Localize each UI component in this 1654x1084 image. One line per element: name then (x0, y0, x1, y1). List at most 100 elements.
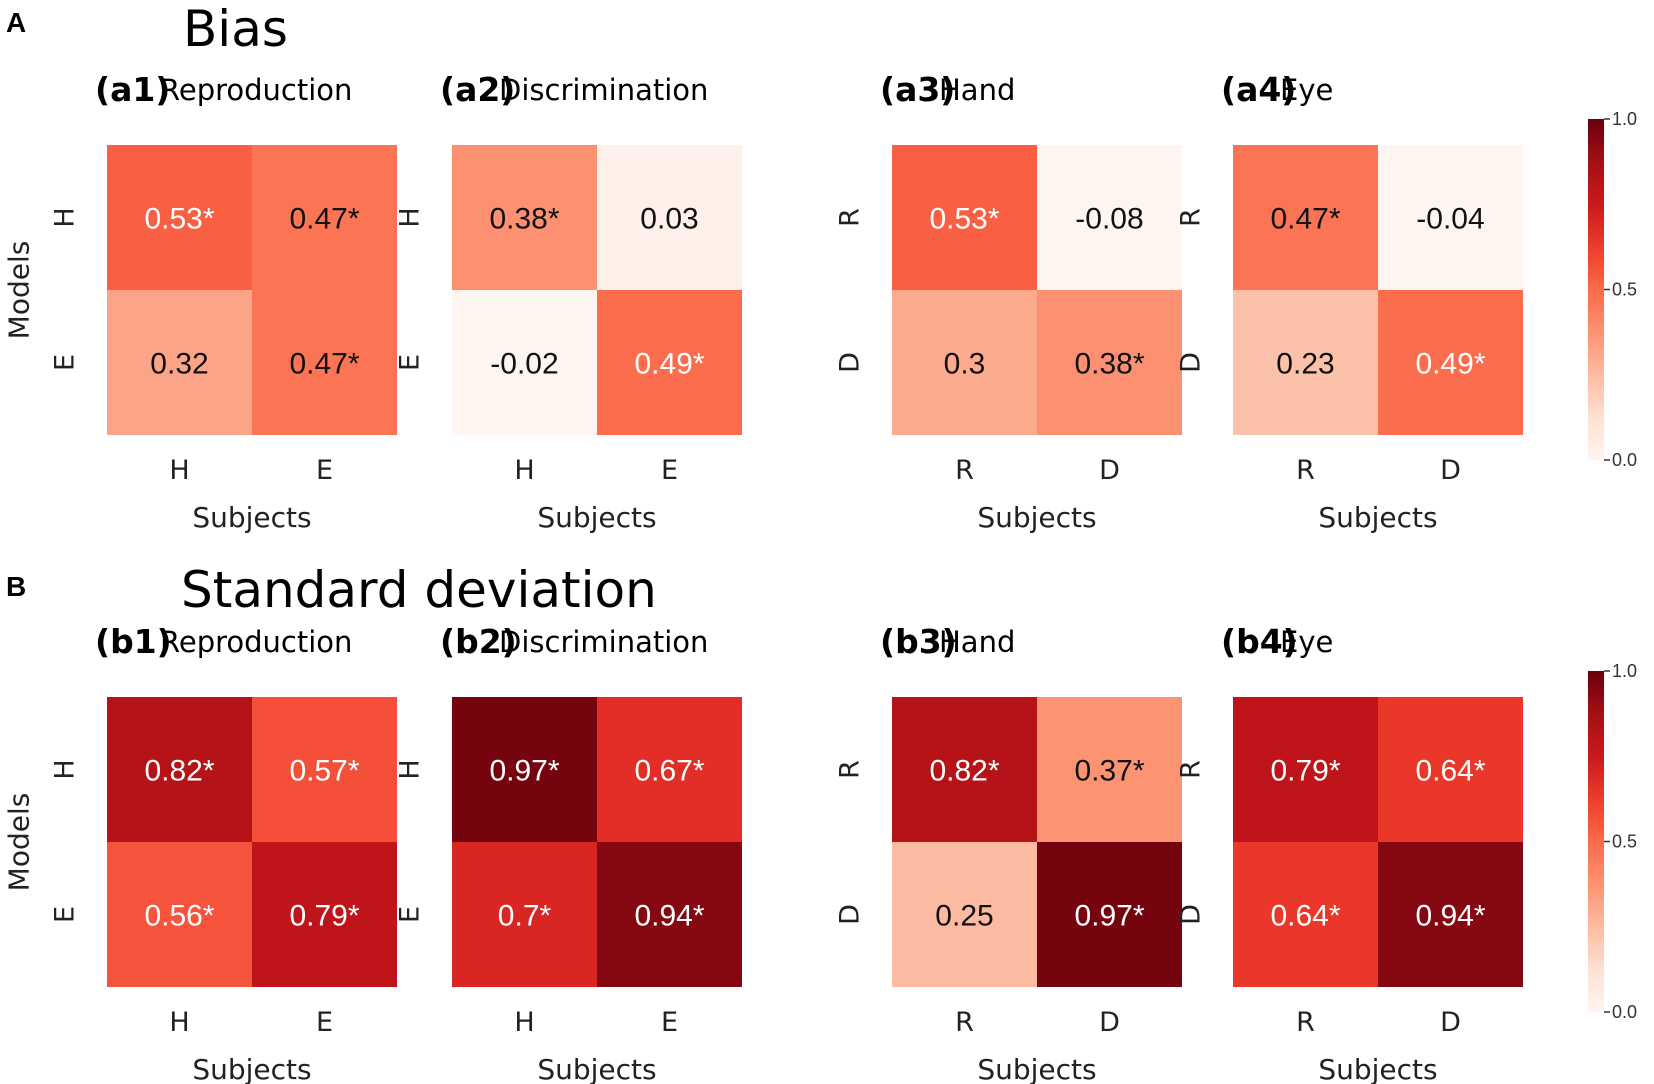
subplot-id-a2: (a2) (440, 70, 515, 109)
heatmap-cell-b4-1-1 (1378, 842, 1523, 987)
cell-label-b3-0-0: 0.82* (929, 755, 999, 788)
y-tick-b2-0: H (395, 759, 426, 779)
x-tick-a2-0: H (514, 455, 534, 486)
heatmap-b1: (b1)Reproduction 0.82* 0.57* 0.56* 0.79* H E H E… (3, 622, 397, 1084)
x-axis-label-b3: Subjects (977, 1053, 1096, 1084)
cell-label-a4-1-0: 0.23 (1276, 348, 1334, 381)
cell-label-b3-0-1: 0.37* (1074, 755, 1144, 788)
subplot-title-a3: Hand (939, 73, 1015, 107)
x-tick-b1-0: H (169, 1007, 189, 1038)
heatmap-cell-b4-0-1 (1378, 697, 1523, 842)
colorbar-tick-a-1: 0.5 (1612, 280, 1637, 300)
heatmap-cell-a1-1-1 (252, 290, 397, 435)
heatmap-cell-a2-0-0 (452, 145, 597, 290)
heatmap-cell-a2-1-0 (452, 290, 597, 435)
heatmap-cell-b1-0-0 (107, 697, 252, 842)
colorbar-gradient-a (1588, 119, 1604, 460)
cell-label-a3-0-0: 0.53* (929, 203, 999, 236)
x-tick-a2-1: E (661, 455, 678, 486)
cell-label-b1-1-0: 0.56* (144, 900, 214, 933)
cell-label-a2-0-1: 0.03 (640, 203, 698, 236)
subplot-title-b1: Reproduction (160, 625, 352, 659)
cell-label-a2-1-1: 0.49* (634, 348, 704, 381)
y-tick-a2-0: H (395, 207, 426, 227)
cell-label-b1-1-1: 0.79* (289, 900, 359, 933)
heatmap-cell-a4-1-0 (1233, 290, 1378, 435)
x-tick-b3-0: R (955, 1007, 974, 1038)
section-b-title: Standard deviation (181, 561, 657, 619)
x-tick-a4-1: D (1440, 455, 1461, 486)
cell-label-b2-0-0: 0.97* (489, 755, 559, 788)
y-tick-a3-1: D (835, 352, 866, 373)
x-axis-label-b2: Subjects (537, 1053, 656, 1084)
colorbars: 1.0 0.5 0.0 1.0 0.5 0.0 (1588, 109, 1637, 1022)
colorbar-a: 1.0 0.5 0.0 (1588, 109, 1637, 470)
section-b-letter: B (6, 571, 26, 602)
x-axis-label-a4: Subjects (1318, 501, 1437, 534)
cell-label-b1-0-1: 0.57* (289, 755, 359, 788)
subplot-id-b1: (b1) (95, 622, 172, 661)
heatmap-cell-a4-1-1 (1378, 290, 1523, 435)
y-tick-a1-1: E (50, 354, 81, 371)
subplot-title-b2: Discrimination (499, 625, 708, 659)
heatmap-cell-b2-1-1 (597, 842, 742, 987)
cell-label-b3-1-0: 0.25 (935, 900, 993, 933)
x-axis-label-a3: Subjects (977, 501, 1096, 534)
y-tick-a3-0: R (835, 208, 866, 227)
heatmap-cell-a3-0-0 (892, 145, 1037, 290)
heatmap-cell-a3-1-1 (1037, 290, 1182, 435)
x-tick-b2-1: E (661, 1007, 678, 1038)
colorbar-tick-b-1: 0.5 (1612, 832, 1637, 852)
subplot-id-a3: (a3) (880, 70, 955, 109)
subplot-id-b3: (b3) (880, 622, 957, 661)
y-tick-b1-1: E (50, 906, 81, 923)
cell-label-a4-0-1: -0.04 (1416, 203, 1484, 236)
colorbar-tick-a-2: 0.0 (1612, 450, 1637, 470)
x-axis-label-b1: Subjects (192, 1053, 311, 1084)
x-tick-b4-1: D (1440, 1007, 1461, 1038)
y-tick-a1-0: H (50, 207, 81, 227)
section-a-title: Bias (183, 0, 288, 58)
cell-label-a1-1-0: 0.32 (150, 348, 208, 381)
y-tick-a4-0: R (1176, 208, 1207, 227)
x-tick-b1-1: E (316, 1007, 333, 1038)
heatmap-cell-b1-1-1 (252, 842, 397, 987)
cell-label-b1-0-0: 0.82* (144, 755, 214, 788)
heatmap-cell-b2-1-0 (452, 842, 597, 987)
x-tick-a4-0: R (1296, 455, 1315, 486)
cell-label-b4-0-0: 0.79* (1270, 755, 1340, 788)
x-tick-a3-1: D (1099, 455, 1120, 486)
x-tick-b4-0: R (1296, 1007, 1315, 1038)
heatmap-cell-a4-0-0 (1233, 145, 1378, 290)
subplot-title-a4: Eye (1280, 73, 1333, 107)
y-tick-b4-1: D (1176, 904, 1207, 925)
cell-label-a2-0-0: 0.38* (489, 203, 559, 236)
cell-label-b3-1-1: 0.97* (1074, 900, 1144, 933)
x-axis-label-b4: Subjects (1318, 1053, 1437, 1084)
heatmap-cell-b4-1-0 (1233, 842, 1378, 987)
cell-label-b2-1-1: 0.94* (634, 900, 704, 933)
heatmap-cell-a2-1-1 (597, 290, 742, 435)
cell-label-b4-0-1: 0.64* (1415, 755, 1485, 788)
colorbar-tick-b-0: 1.0 (1612, 661, 1637, 681)
cell-label-a3-1-0: 0.3 (944, 348, 986, 381)
cell-label-b4-1-1: 0.94* (1415, 900, 1485, 933)
cell-label-b2-1-0: 0.7* (498, 900, 552, 933)
x-tick-b2-0: H (514, 1007, 534, 1038)
x-tick-a3-0: R (955, 455, 974, 486)
subplot-id-a1: (a1) (95, 70, 170, 109)
subplot-title-a1: Reproduction (160, 73, 352, 107)
section-a-letter: A (6, 7, 26, 38)
cell-label-a4-1-1: 0.49* (1415, 348, 1485, 381)
heatmap-cell-a3-0-1 (1037, 145, 1182, 290)
subplot-id-a4: (a4) (1221, 70, 1296, 109)
heatmap-cell-b2-0-0 (452, 697, 597, 842)
y-tick-a2-1: E (395, 354, 426, 371)
subplot-id-b4: (b4) (1221, 622, 1298, 661)
